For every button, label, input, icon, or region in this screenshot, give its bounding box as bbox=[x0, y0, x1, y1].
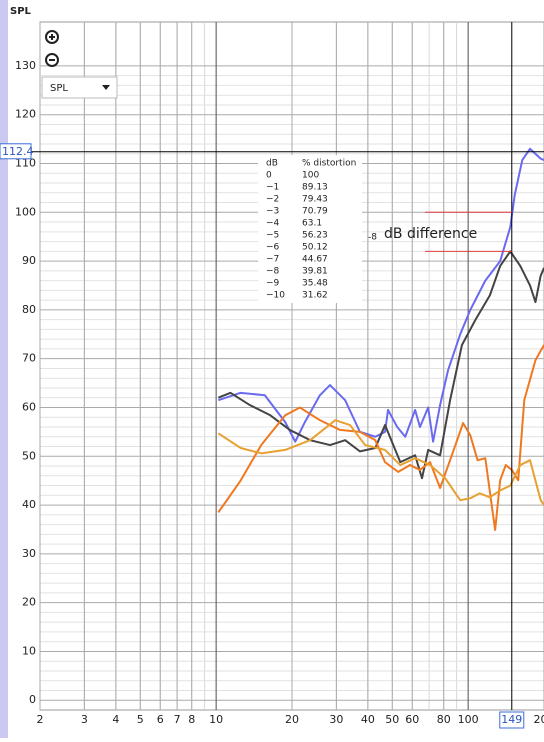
y-tick-label: 0 bbox=[29, 693, 36, 706]
table-cell: −10 bbox=[266, 291, 285, 301]
x-tick-label: 80 bbox=[437, 713, 451, 726]
table-cell: −8 bbox=[266, 267, 280, 277]
y-tick-label: 40 bbox=[22, 498, 36, 511]
cursor-y-label: 112.4 bbox=[2, 145, 34, 158]
difference-value: -8 bbox=[368, 233, 377, 243]
x-tick-label: 7 bbox=[174, 713, 181, 726]
table-cell: 50.12 bbox=[302, 243, 328, 253]
x-tick-label: 50 bbox=[385, 713, 399, 726]
table-cell: −3 bbox=[266, 207, 279, 217]
cursor-x-label: 149 bbox=[501, 713, 522, 726]
table-cell: 79.43 bbox=[302, 195, 328, 205]
y-tick-label: 70 bbox=[22, 352, 36, 365]
y-tick-label: 100 bbox=[15, 205, 36, 218]
table-cell: 56.23 bbox=[302, 231, 328, 241]
chart-title: SPL bbox=[10, 6, 32, 17]
table-cell: −2 bbox=[266, 195, 279, 205]
y-tick-label: 10 bbox=[22, 644, 36, 657]
table-cell: 89.13 bbox=[302, 183, 328, 193]
y-tick-label: 90 bbox=[22, 254, 36, 267]
x-tick-label: 3 bbox=[81, 713, 88, 726]
x-tick-label: 5 bbox=[137, 713, 144, 726]
x-tick-label: 6 bbox=[157, 713, 164, 726]
table-cell: −1 bbox=[266, 183, 279, 193]
y-tick-label: 30 bbox=[22, 547, 36, 560]
table-cell: 44.67 bbox=[302, 255, 328, 265]
x-tick-label: 40 bbox=[361, 713, 375, 726]
y-tick-label: 80 bbox=[22, 303, 36, 316]
table-cell: 70.79 bbox=[302, 207, 328, 217]
x-tick-label: 20 bbox=[285, 713, 299, 726]
table-header: dB bbox=[266, 159, 278, 169]
x-tick-label: 100 bbox=[458, 713, 479, 726]
table-cell: −5 bbox=[266, 231, 279, 241]
x-tick-label: 30 bbox=[329, 713, 343, 726]
table-header: % distortion bbox=[302, 159, 356, 169]
table-cell: 100 bbox=[302, 171, 319, 181]
table-cell: 0 bbox=[266, 171, 272, 181]
y-tick-label: 50 bbox=[22, 449, 36, 462]
table-cell: 63.1 bbox=[302, 219, 322, 229]
x-tick-label: 2 bbox=[37, 713, 44, 726]
table-cell: −9 bbox=[266, 279, 280, 289]
table-cell: 35.48 bbox=[302, 279, 328, 289]
table-cell: −6 bbox=[266, 243, 280, 253]
x-tick-label: 200 bbox=[534, 713, 544, 726]
selector[interactable]: SPL bbox=[42, 77, 117, 98]
x-tick-label: 4 bbox=[112, 713, 119, 726]
side-strip bbox=[0, 0, 8, 738]
difference-label: dB difference bbox=[384, 226, 477, 242]
x-tick-label: 8 bbox=[188, 713, 195, 726]
selector-text: SPL bbox=[50, 83, 68, 94]
y-tick-label: 130 bbox=[15, 59, 36, 72]
table-cell: −7 bbox=[266, 255, 279, 265]
y-tick-label: 20 bbox=[22, 596, 36, 609]
table-cell: 31.62 bbox=[302, 291, 328, 301]
table-cell: −4 bbox=[266, 219, 280, 229]
x-tick-label: 10 bbox=[209, 713, 223, 726]
y-tick-label: 120 bbox=[15, 108, 36, 121]
x-tick-label: 60 bbox=[405, 713, 419, 726]
table-cell: 39.81 bbox=[302, 267, 328, 277]
y-tick-label: 60 bbox=[22, 400, 36, 413]
